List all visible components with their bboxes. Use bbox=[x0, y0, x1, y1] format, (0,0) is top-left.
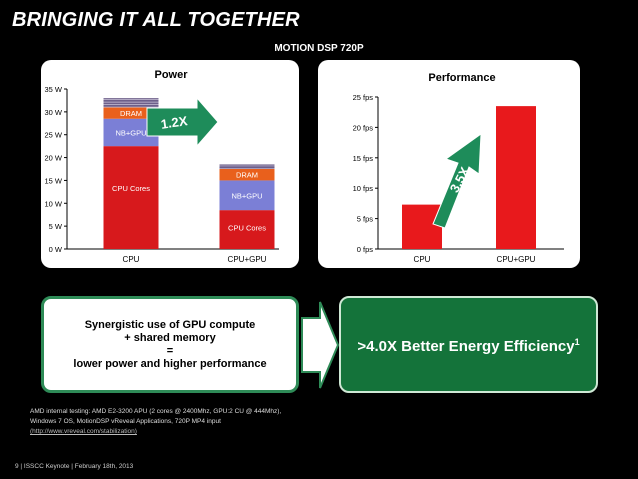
slide-footer: 9 | ISSCC Keynote | February 18th, 2013 bbox=[15, 463, 134, 470]
power-bar-segment-label: CPU Cores bbox=[112, 184, 150, 193]
performance-bar bbox=[402, 204, 442, 249]
synergy-box: Synergistic use of GPU compute + shared … bbox=[41, 296, 299, 393]
power-bar-segment-label: CPU Cores bbox=[228, 224, 266, 233]
power-x-tick-label: CPU bbox=[123, 255, 140, 264]
performance-chart-panel: Performance 0 fps 5 fps 10 fps 15 fps 20 fps 2… bbox=[318, 60, 580, 268]
power-bar-segment bbox=[103, 98, 159, 108]
synergy-line-2: + shared memory bbox=[124, 331, 216, 344]
footnote-link[interactable]: (http://www.vreveal.com/stabilization) bbox=[30, 428, 137, 435]
performance-y-tick-label: 10 fps bbox=[353, 184, 374, 193]
footnote: AMD internal testing: AMD E2-3200 APU (2… bbox=[30, 407, 281, 437]
performance-y-tick-label: 15 fps bbox=[353, 154, 374, 163]
power-y-tick-label: 15 W bbox=[44, 176, 62, 185]
power-bar-segment-label: NB+GPU bbox=[115, 128, 146, 137]
footnote-line-2: Windows 7 OS, MotionDSP vReveal Applicat… bbox=[30, 418, 221, 425]
performance-arrow-icon bbox=[432, 132, 482, 229]
power-y-tick-label: 20 W bbox=[44, 154, 62, 163]
synergy-line-3: = bbox=[166, 344, 174, 357]
power-y-tick-label: 35 W bbox=[44, 85, 62, 94]
power-bar-segment-label: NB+GPU bbox=[231, 191, 262, 200]
performance-chart: Performance 0 fps 5 fps 10 fps 15 fps 20 fps 2… bbox=[353, 72, 564, 264]
result-box: >4.0X Better Energy Efficiency1 bbox=[339, 296, 598, 393]
power-y-tick-label: 30 W bbox=[44, 108, 62, 117]
performance-y-tick-label: 25 fps bbox=[353, 93, 374, 102]
power-y-tick-label: 5 W bbox=[49, 222, 63, 231]
power-y-tick-label: 0 W bbox=[49, 245, 63, 254]
power-bar-segment-label: DRAM bbox=[236, 171, 258, 180]
result-superscript: 1 bbox=[574, 337, 580, 347]
power-chart: Power 0 W 5 W 10 W 15 W 20 W 25 W 30 W 35 W CPU CP… bbox=[44, 69, 279, 264]
result-text: >4.0X Better Energy Efficiency bbox=[357, 338, 575, 355]
power-y-tick-label: 25 W bbox=[44, 131, 62, 140]
performance-chart-title: Performance bbox=[428, 72, 495, 84]
power-bar-segment bbox=[219, 169, 275, 181]
synergy-line-4: lower power and higher performance bbox=[73, 357, 267, 370]
power-arrow-icon bbox=[146, 96, 219, 148]
power-bar-segment bbox=[219, 210, 275, 249]
power-bar-segment bbox=[103, 146, 159, 249]
slide-title: BRINGING IT ALL TOGETHER bbox=[12, 9, 300, 31]
power-y-tick-label: 10 W bbox=[44, 199, 62, 208]
power-annotation: 1.2X bbox=[160, 113, 189, 132]
synergy-line-1: Synergistic use of GPU compute bbox=[84, 318, 256, 331]
performance-y-tick-label: 0 fps bbox=[357, 245, 374, 254]
performance-bar bbox=[496, 106, 536, 249]
performance-x-tick-label: CPU+GPU bbox=[497, 255, 536, 264]
performance-x-tick-label: CPU bbox=[414, 255, 431, 264]
power-bar-segment bbox=[219, 164, 275, 169]
power-x-tick-label: CPU+GPU bbox=[228, 255, 267, 264]
power-chart-panel: Power 0 W 5 W 10 W 15 W 20 W 25 W 30 W 35 W CPU CP… bbox=[41, 60, 299, 268]
performance-y-tick-label: 20 fps bbox=[353, 123, 374, 132]
footnote-line-1: AMD internal testing: AMD E2-3200 APU (2… bbox=[30, 408, 282, 415]
result-arrow-icon bbox=[301, 301, 340, 389]
power-bar-segment bbox=[103, 107, 159, 119]
performance-y-tick-label: 5 fps bbox=[357, 215, 374, 224]
power-chart-title: Power bbox=[154, 69, 188, 81]
power-bar-segment bbox=[219, 180, 275, 211]
power-bar-segment-label: DRAM bbox=[120, 109, 142, 118]
slide-subtitle: MOTION DSP 720P bbox=[274, 43, 364, 54]
